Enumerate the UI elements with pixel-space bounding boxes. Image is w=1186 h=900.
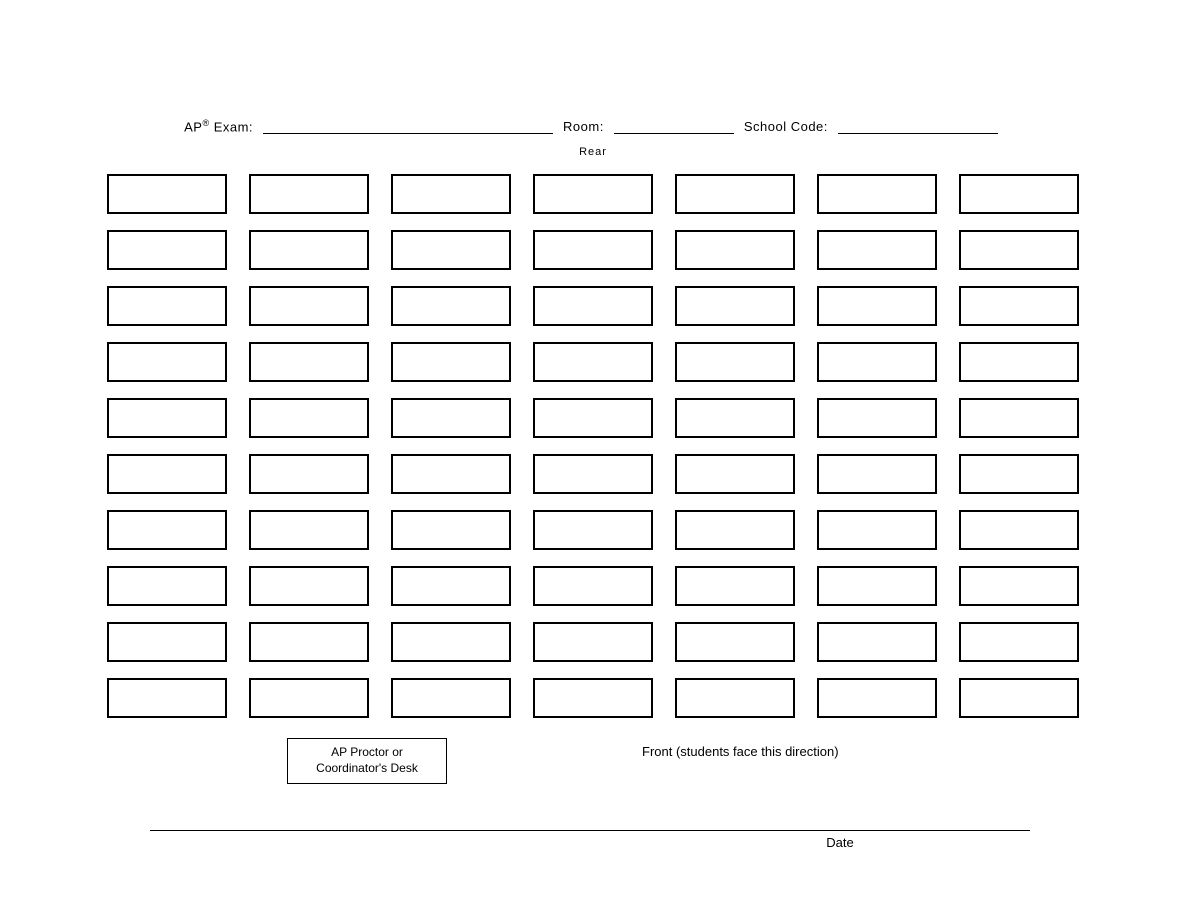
seat[interactable] [959, 566, 1079, 606]
seat[interactable] [107, 230, 227, 270]
seat[interactable] [817, 510, 937, 550]
seat[interactable] [107, 454, 227, 494]
seat[interactable] [391, 286, 511, 326]
seat[interactable] [959, 398, 1079, 438]
seat[interactable] [391, 230, 511, 270]
seat[interactable] [533, 174, 653, 214]
seat[interactable] [675, 398, 795, 438]
seat[interactable] [675, 454, 795, 494]
seating-chart-page: AP® Exam: Room: School Code: Rear AP Pro… [0, 0, 1186, 900]
seat[interactable] [675, 342, 795, 382]
seat[interactable] [959, 510, 1079, 550]
seat[interactable] [675, 174, 795, 214]
seat[interactable] [959, 230, 1079, 270]
seat[interactable] [107, 678, 227, 718]
exam-label-suffix: Exam: [210, 119, 253, 134]
proctor-line2: Coordinator's Desk [292, 761, 442, 777]
date-label: Date [650, 835, 1030, 850]
seat[interactable] [959, 286, 1079, 326]
seat[interactable] [533, 342, 653, 382]
seat[interactable] [107, 398, 227, 438]
seat[interactable] [675, 510, 795, 550]
seat[interactable] [391, 566, 511, 606]
seat[interactable] [675, 230, 795, 270]
exam-input-line[interactable] [263, 133, 553, 134]
seat[interactable] [249, 454, 369, 494]
proctor-line1: AP Proctor or [292, 745, 442, 761]
exam-label-prefix: AP [184, 119, 202, 134]
seat[interactable] [391, 398, 511, 438]
rear-label: Rear [0, 146, 1186, 158]
seat[interactable] [249, 510, 369, 550]
seat[interactable] [391, 678, 511, 718]
proctor-desk-box: AP Proctor or Coordinator's Desk [287, 738, 447, 783]
seat[interactable] [533, 454, 653, 494]
seat[interactable] [249, 398, 369, 438]
seat[interactable] [533, 230, 653, 270]
seat[interactable] [107, 286, 227, 326]
seat[interactable] [817, 286, 937, 326]
seat[interactable] [533, 622, 653, 662]
seat[interactable] [107, 622, 227, 662]
seat[interactable] [107, 566, 227, 606]
seat[interactable] [817, 230, 937, 270]
seat[interactable] [249, 174, 369, 214]
seat[interactable] [533, 286, 653, 326]
seat[interactable] [391, 342, 511, 382]
seat[interactable] [249, 622, 369, 662]
seat[interactable] [107, 342, 227, 382]
seat[interactable] [817, 174, 937, 214]
seat[interactable] [391, 454, 511, 494]
seat[interactable] [675, 678, 795, 718]
seat[interactable] [391, 622, 511, 662]
front-label: Front (students face this direction) [642, 744, 839, 759]
school-code-label: School Code: [744, 119, 828, 134]
seat[interactable] [249, 286, 369, 326]
seat[interactable] [959, 174, 1079, 214]
seat[interactable] [817, 454, 937, 494]
signature-area: Date [150, 830, 1030, 850]
seat[interactable] [817, 398, 937, 438]
school-code-input-line[interactable] [838, 133, 998, 134]
seat[interactable] [817, 622, 937, 662]
seat[interactable] [391, 510, 511, 550]
header-row: AP® Exam: Room: School Code: [0, 118, 1186, 134]
room-input-line[interactable] [614, 133, 734, 134]
seat[interactable] [817, 342, 937, 382]
seat[interactable] [817, 566, 937, 606]
seat[interactable] [675, 286, 795, 326]
seat[interactable] [249, 678, 369, 718]
seat[interactable] [249, 230, 369, 270]
exam-label: AP® Exam: [184, 118, 253, 134]
room-label: Room: [563, 119, 604, 134]
footer-area: AP Proctor or Coordinator's Desk Front (… [107, 738, 1079, 788]
seat[interactable] [533, 398, 653, 438]
seat[interactable] [959, 622, 1079, 662]
seat[interactable] [959, 678, 1079, 718]
signature-line[interactable] [150, 830, 1030, 831]
seat[interactable] [533, 510, 653, 550]
seat[interactable] [107, 174, 227, 214]
exam-label-sup: ® [202, 118, 209, 128]
seating-grid [0, 174, 1186, 718]
seat[interactable] [817, 678, 937, 718]
seat[interactable] [107, 510, 227, 550]
seat[interactable] [959, 454, 1079, 494]
seat[interactable] [675, 622, 795, 662]
seat[interactable] [959, 342, 1079, 382]
seat[interactable] [675, 566, 795, 606]
seat[interactable] [249, 342, 369, 382]
seat[interactable] [249, 566, 369, 606]
seat[interactable] [533, 678, 653, 718]
seat[interactable] [391, 174, 511, 214]
seat[interactable] [533, 566, 653, 606]
